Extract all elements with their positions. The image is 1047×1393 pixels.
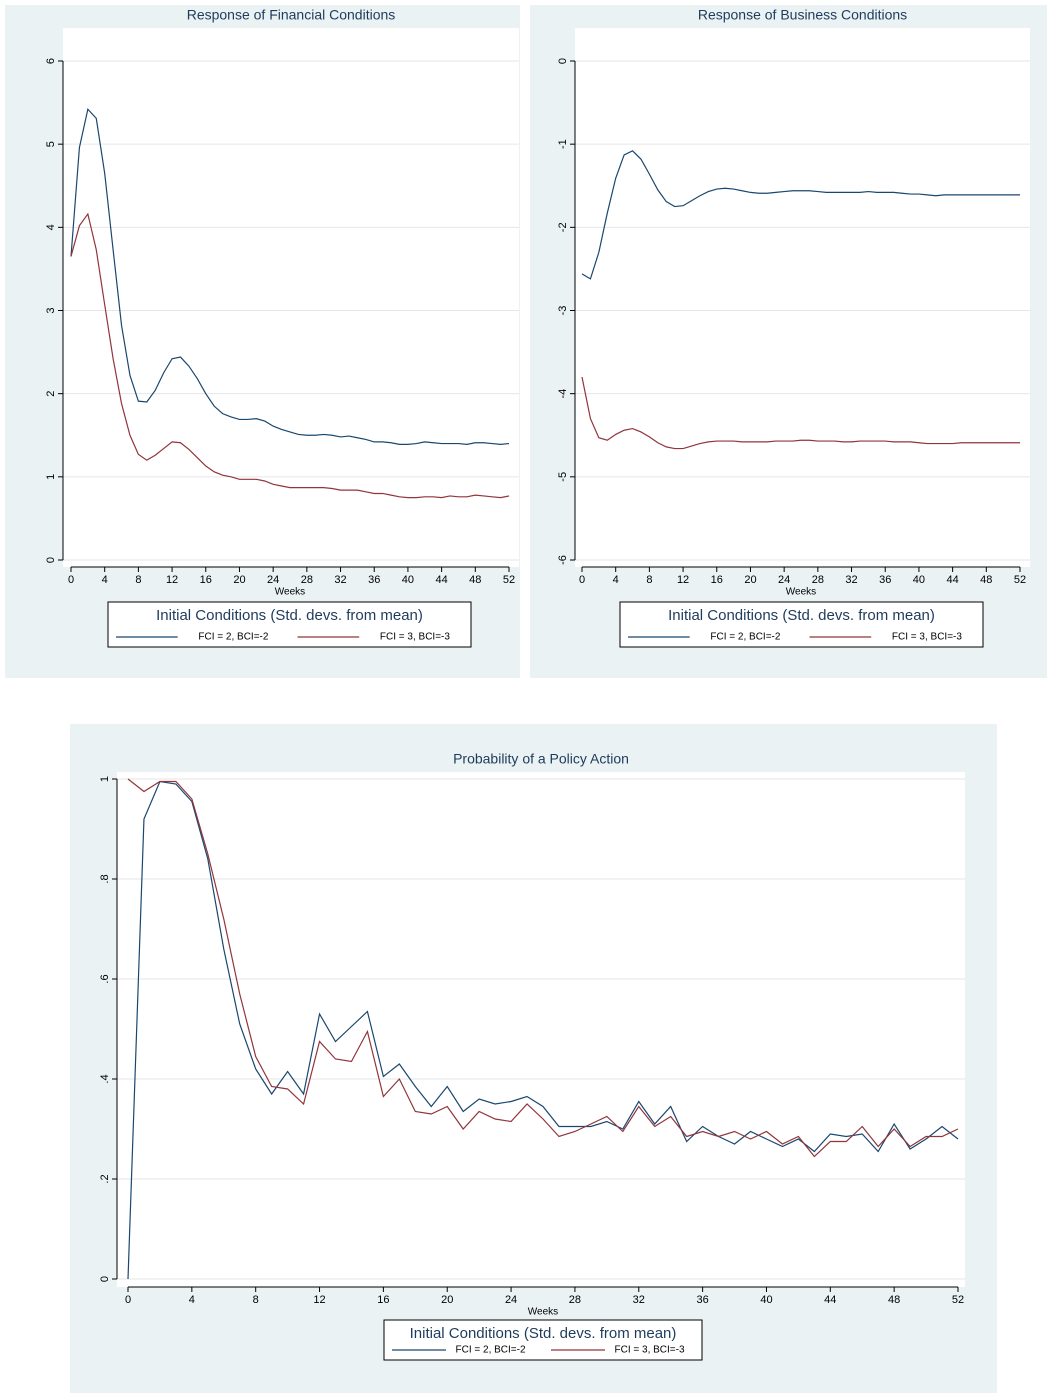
x-tick-label: 36 bbox=[696, 1294, 708, 1306]
y-tick-label: 5 bbox=[45, 141, 57, 147]
legend-box bbox=[619, 601, 984, 648]
legend-label: FCI = 2, BCI=-2 bbox=[456, 1345, 526, 1356]
legend-box bbox=[107, 601, 472, 648]
legend-label: FCI = 3, BCI=-3 bbox=[380, 632, 450, 643]
x-tick-label: 28 bbox=[301, 574, 313, 586]
x-tick-label: 32 bbox=[845, 574, 857, 586]
y-tick-label: 1 bbox=[45, 474, 57, 480]
y-tick-label: 3 bbox=[45, 307, 57, 313]
y-tick-label: -3 bbox=[557, 306, 569, 316]
x-tick-label: 24 bbox=[505, 1294, 517, 1306]
legend-label: FCI = 2, BCI=-2 bbox=[198, 632, 268, 643]
x-tick-label: 44 bbox=[435, 574, 447, 586]
plot-area bbox=[117, 772, 965, 1287]
y-tick-label: 2 bbox=[45, 391, 57, 397]
x-tick-label: 4 bbox=[613, 574, 619, 586]
x-axis-label: Weeks bbox=[786, 587, 816, 598]
x-tick-label: 40 bbox=[913, 574, 925, 586]
x-tick-label: 40 bbox=[760, 1294, 772, 1306]
y-tick-label: .2 bbox=[99, 1174, 111, 1183]
legend-title: Initial Conditions (Std. devs. from mean… bbox=[410, 1325, 677, 1342]
x-tick-label: 12 bbox=[166, 574, 178, 586]
y-tick-label: -5 bbox=[557, 472, 569, 482]
x-tick-label: 52 bbox=[1014, 574, 1026, 586]
x-tick-label: 0 bbox=[579, 574, 585, 586]
x-tick-label: 16 bbox=[711, 574, 723, 586]
x-tick-label: 28 bbox=[569, 1294, 581, 1306]
legend-title: Initial Conditions (Std. devs. from mean… bbox=[668, 607, 935, 624]
x-tick-label: 8 bbox=[646, 574, 652, 586]
series-line bbox=[581, 150, 1020, 280]
x-tick-label: 36 bbox=[368, 574, 380, 586]
x-tick-label: 28 bbox=[812, 574, 824, 586]
y-tick-label: 0 bbox=[557, 58, 569, 64]
plot-area bbox=[575, 28, 1030, 567]
y-tick-label: 1 bbox=[99, 776, 111, 782]
x-tick-label: 32 bbox=[334, 574, 346, 586]
series-line bbox=[70, 107, 510, 446]
x-tick-label: 20 bbox=[441, 1294, 453, 1306]
x-tick-label: 32 bbox=[633, 1294, 645, 1306]
series-line bbox=[127, 778, 959, 1158]
y-tick-label: 0 bbox=[99, 1276, 111, 1282]
series-line bbox=[70, 212, 510, 499]
legend-label: FCI = 2, BCI=-2 bbox=[710, 632, 780, 643]
x-tick-label: 4 bbox=[189, 1294, 195, 1306]
y-tick-label: -4 bbox=[557, 389, 569, 399]
x-tick-label: 44 bbox=[824, 1294, 836, 1306]
chart-title: Response of Financial Conditions bbox=[187, 7, 396, 23]
y-tick-label: .4 bbox=[99, 1074, 111, 1083]
chart-title: Probability of a Policy Action bbox=[453, 751, 629, 767]
y-tick-label: 6 bbox=[45, 58, 57, 64]
x-tick-label: 0 bbox=[125, 1294, 131, 1306]
legend-label: FCI = 3, BCI=-3 bbox=[615, 1345, 685, 1356]
x-tick-label: 40 bbox=[402, 574, 414, 586]
x-tick-label: 36 bbox=[879, 574, 891, 586]
y-tick-label: .8 bbox=[99, 874, 111, 883]
x-tick-label: 8 bbox=[135, 574, 141, 586]
y-tick-label: -6 bbox=[557, 555, 569, 565]
series-line bbox=[127, 780, 959, 1280]
x-tick-label: 16 bbox=[377, 1294, 389, 1306]
series-line bbox=[581, 376, 1020, 450]
x-tick-label: 4 bbox=[102, 574, 108, 586]
legend-box bbox=[383, 1319, 703, 1361]
x-tick-label: 48 bbox=[888, 1294, 900, 1306]
x-tick-label: 16 bbox=[200, 574, 212, 586]
legend-title: Initial Conditions (Std. devs. from mean… bbox=[156, 607, 423, 624]
x-tick-label: 52 bbox=[952, 1294, 964, 1306]
x-tick-label: 12 bbox=[677, 574, 689, 586]
x-tick-label: 8 bbox=[253, 1294, 259, 1306]
x-tick-label: 20 bbox=[744, 574, 756, 586]
x-axis-label: Weeks bbox=[275, 587, 305, 598]
y-tick-label: 4 bbox=[45, 224, 57, 230]
x-tick-label: 12 bbox=[313, 1294, 325, 1306]
chart-title: Response of Business Conditions bbox=[698, 7, 907, 23]
x-tick-label: 24 bbox=[267, 574, 279, 586]
x-axis-label: Weeks bbox=[528, 1307, 558, 1318]
x-tick-label: 20 bbox=[233, 574, 245, 586]
x-tick-label: 48 bbox=[469, 574, 481, 586]
y-tick-label: -1 bbox=[557, 139, 569, 149]
x-tick-label: 52 bbox=[503, 574, 515, 586]
x-tick-label: 48 bbox=[980, 574, 992, 586]
y-tick-label: 0 bbox=[45, 557, 57, 563]
legend-label: FCI = 3, BCI=-3 bbox=[892, 632, 962, 643]
plot-area bbox=[63, 28, 519, 567]
x-tick-label: 24 bbox=[778, 574, 790, 586]
y-tick-label: -2 bbox=[557, 222, 569, 232]
y-tick-label: .6 bbox=[99, 974, 111, 983]
x-tick-label: 0 bbox=[68, 574, 74, 586]
x-tick-label: 44 bbox=[946, 574, 958, 586]
